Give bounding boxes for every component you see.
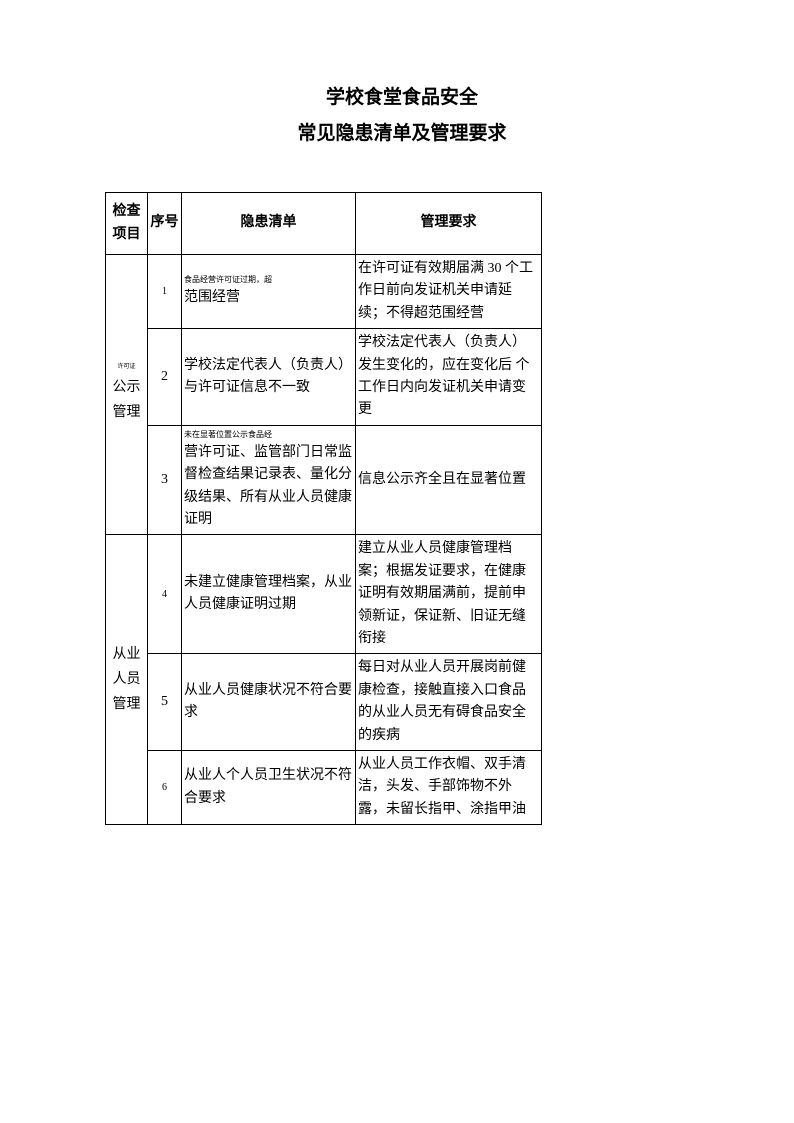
title-line-1: 学校食堂食品安全 bbox=[120, 80, 684, 116]
hazard-text: 营许可证、监管部门日常监督检查结果记录表、量化分级结果、所有从业人员健康证明 bbox=[184, 445, 352, 527]
cell-no: 3 bbox=[148, 425, 182, 535]
cell-category-2: 从业人员管理 bbox=[106, 535, 148, 825]
table-row: 从业人员管理 4 未建立健康管理档案，从业人员健康证明过期 建立从业人员健康管理… bbox=[106, 535, 542, 654]
cell-hazard: 未在显著位置公示食品经 营许可证、监管部门日常监督检查结果记录表、量化分级结果、… bbox=[182, 425, 356, 535]
document-page: 学校食堂食品安全 常见隐患清单及管理要求 检查项目 序号 隐患清单 管理要求 许… bbox=[0, 0, 794, 825]
cell-hazard: 未建立健康管理档案，从业人员健康证明过期 bbox=[182, 535, 356, 654]
hazard-table: 检查项目 序号 隐患清单 管理要求 许可证 公示管理 1 食品经营许可证过期，超… bbox=[105, 192, 542, 825]
cell-requirement: 学校法定代表人（负责人）发生变化的，应在变化后 个工作日内向发证机关申请变更 bbox=[356, 329, 542, 426]
hazard-text: 范围经营 bbox=[184, 290, 240, 305]
cell-no: 1 bbox=[148, 254, 182, 328]
cell-hazard: 食品经营许可证过期，超 范围经营 bbox=[182, 254, 356, 328]
cell-no: 4 bbox=[148, 535, 182, 654]
category-text-1: 公示管理 bbox=[108, 375, 145, 425]
table-row: 5 从业人员健康状况不符合要求 每日对从业人员开展岗前健康检查，接触直接入口食品… bbox=[106, 654, 542, 751]
hazard-small-3: 未在显著位置公示食品经 bbox=[184, 429, 353, 440]
table-row: 许可证 公示管理 1 食品经营许可证过期，超 范围经营 在许可证有效期届满 30… bbox=[106, 254, 542, 328]
cell-category-1: 许可证 公示管理 bbox=[106, 254, 148, 534]
th-hazard: 隐患清单 bbox=[182, 193, 356, 255]
category-text-2: 从业人员管理 bbox=[108, 642, 145, 718]
th-requirement: 管理要求 bbox=[356, 193, 542, 255]
table-row: 3 未在显著位置公示食品经 营许可证、监管部门日常监督检查结果记录表、量化分级结… bbox=[106, 425, 542, 535]
category-tiny-1: 许可证 bbox=[108, 364, 145, 372]
cell-requirement: 从业人员工作衣帽、双手清洁，头发、手部饰物不外露，未留长指甲、涂指甲油 bbox=[356, 750, 542, 824]
cell-requirement: 信息公示齐全且在显著位置 bbox=[356, 425, 542, 535]
cell-requirement: 每日对从业人员开展岗前健康检查，接触直接入口食品的从业人员无有碍食品安全的疾病 bbox=[356, 654, 542, 751]
cell-no: 2 bbox=[148, 329, 182, 426]
th-no: 序号 bbox=[148, 193, 182, 255]
cell-requirement: 在许可证有效期届满 30 个工作日前向发证机关申请延续；不得超范围经营 bbox=[356, 254, 542, 328]
cell-requirement: 建立从业人员健康管理档案；根据发证要求，在健康证明有效期届满前，提前申领新证，保… bbox=[356, 535, 542, 654]
cell-no: 5 bbox=[148, 654, 182, 751]
cell-hazard: 从业人个人员卫生状况不符合要求 bbox=[182, 750, 356, 824]
title-line-2: 常见隐患清单及管理要求 bbox=[120, 116, 684, 152]
cell-hazard: 学校法定代表人（负责人）与许可证信息不一致 bbox=[182, 329, 356, 426]
table-row: 2 学校法定代表人（负责人）与许可证信息不一致 学校法定代表人（负责人）发生变化… bbox=[106, 329, 542, 426]
table-row: 6 从业人个人员卫生状况不符合要求 从业人员工作衣帽、双手清洁，头发、手部饰物不… bbox=[106, 750, 542, 824]
th-category: 检查项目 bbox=[106, 193, 148, 255]
hazard-small-1: 食品经营许可证过期，超 bbox=[184, 274, 353, 285]
title-block: 学校食堂食品安全 常见隐患清单及管理要求 bbox=[120, 80, 684, 152]
table-header-row: 检查项目 序号 隐患清单 管理要求 bbox=[106, 193, 542, 255]
cell-no: 6 bbox=[148, 750, 182, 824]
cell-hazard: 从业人员健康状况不符合要求 bbox=[182, 654, 356, 751]
